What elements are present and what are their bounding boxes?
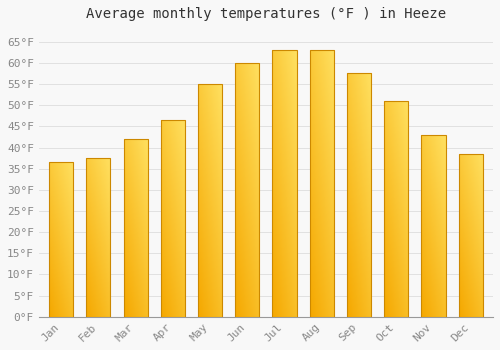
Bar: [310, 50, 334, 317]
Bar: [86, 158, 110, 317]
Bar: [458, 154, 483, 317]
Title: Average monthly temperatures (°F ) in Heeze: Average monthly temperatures (°F ) in He…: [86, 7, 446, 21]
Bar: [422, 135, 446, 317]
Bar: [160, 120, 185, 317]
Bar: [347, 74, 371, 317]
Bar: [235, 63, 260, 317]
Bar: [384, 101, 408, 317]
Bar: [49, 162, 73, 317]
Bar: [272, 50, 296, 317]
Bar: [124, 139, 148, 317]
Bar: [198, 84, 222, 317]
